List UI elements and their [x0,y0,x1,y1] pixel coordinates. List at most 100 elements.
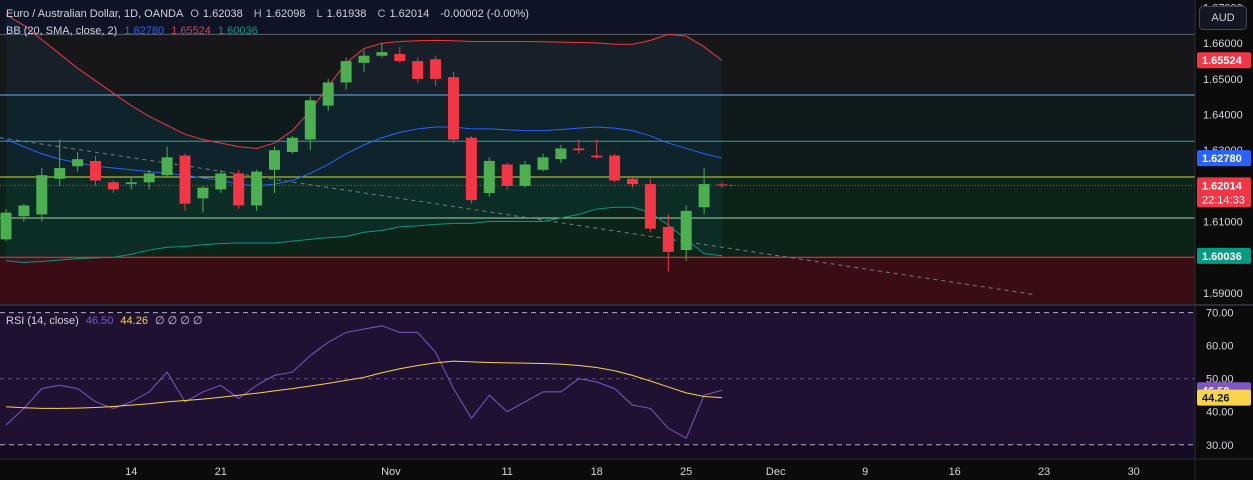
symbol-legend[interactable]: Euro / Australian Dollar, 1D, OANDA O 1.6… [6,8,533,20]
candle-body [143,173,155,183]
candle-body [483,160,495,194]
high-value: H 1.62098 [254,8,310,20]
current-price-text: 1.62014 [1202,180,1243,192]
bb-upper-value: 1.65524 [171,25,211,37]
time-tick-label: 18 [591,466,603,478]
time-tick-label: 16 [949,466,961,478]
rsi-ma-badge-text: 44.26 [1202,393,1230,405]
price-tick-label: 1.59000 [1203,288,1243,300]
bollinger-bands [5,14,723,264]
candle-body [430,59,442,79]
candle-body [286,137,298,152]
bb-basis-badge-text: 1.62780 [1202,153,1242,165]
bb-basis-badge [1197,150,1251,167]
bb-lower-badge-text: 1.60036 [1202,251,1242,263]
bb-legend[interactable]: BB (20, SMA, close, 2) 1.62780 1.65524 1… [6,25,262,37]
upper-zone [0,34,1195,95]
rsi-legend[interactable]: RSI (14, close) 46.50 44.26 ∅ ∅ ∅ ∅ [6,314,207,327]
rsi-tick-label: 40.00 [1206,407,1234,419]
rsi-ma-value: 44.26 [120,315,148,327]
candle-body [394,53,406,62]
candle-body [161,157,173,176]
candle-body [179,155,191,204]
rsi-band-fill [0,312,1195,445]
rsi-value: 46.50 [85,315,114,327]
candle-body [627,178,638,185]
candle-body [662,226,674,252]
bb-upper-badge [1197,52,1251,69]
low-label: L [316,8,323,20]
candle-body [358,55,370,63]
candle-body [519,164,531,186]
candle-body [573,148,585,151]
candle-body [36,175,48,215]
candlestick-series [0,43,728,272]
price-tick-label: 1.64000 [1203,110,1243,122]
candle-body [90,160,101,181]
candle-body [269,150,280,170]
rsi-label: RSI (14, close) [6,315,79,327]
bb-lower-value: 1.60036 [217,25,258,37]
rsi-ma-badge [1197,389,1251,406]
rsi-extra-values: ∅ ∅ ∅ ∅ [155,315,203,327]
price-tick-label: 1.61000 [1203,217,1243,229]
candle-body [0,212,12,240]
candle-body [698,184,710,208]
time-tick-label: 30 [1128,466,1140,478]
time-tick-label: 21 [215,466,227,478]
time-tick-label: Nov [381,466,401,478]
candle-body [376,52,388,56]
rsi-indicator [0,312,1195,446]
candle-body [340,61,352,83]
candle-body [591,155,603,158]
currency-button[interactable]: AUD [1199,6,1247,30]
bb-lower-line [5,206,723,264]
low-number: 1.61938 [326,8,367,20]
rsi-line [5,325,723,439]
bb-basis-value: 1.62780 [124,25,165,37]
candle-body [609,155,621,181]
candle-body [680,210,692,251]
open-number: 1.62038 [202,8,243,20]
candle-body [322,82,334,106]
candle-body [412,61,424,79]
current-price-badge [1197,177,1251,208]
candle-body [54,168,66,179]
low-value: L 1.61938 [317,8,371,20]
time-tick-label: Dec [766,466,786,478]
time-tick-label: 25 [680,466,692,478]
horizontal-lines [0,33,1195,296]
candle-body [448,77,459,140]
rsi-ma-line [5,360,723,409]
candle-body [18,205,30,217]
candle-body [465,137,477,201]
price-tick-label: 1.65000 [1203,74,1243,86]
candle-body [107,182,119,190]
trend-line [0,137,1036,296]
mid-zone [0,94,1195,177]
candle-body [125,182,137,185]
time-tick-label: 23 [1038,466,1050,478]
candle-body [501,164,513,186]
bb-lower-badge [1197,247,1251,264]
candle-body [304,100,316,140]
candle-body [197,187,209,199]
time-tick-label: 14 [125,466,137,478]
bb-upper-badge-text: 1.65524 [1202,55,1243,67]
time-tick-label: 9 [862,466,868,478]
candle-body [644,184,656,229]
candle-body [251,171,263,206]
close-value: C 1.62014 [377,8,433,20]
open-value: O 1.62038 [190,8,246,20]
bb-basis-line [5,126,723,187]
candle-body [215,173,227,190]
time-tick-label: 11 [501,466,512,478]
countdown-text: 22:14:33 [1202,194,1245,206]
zone-layer [0,0,1195,304]
red-zone [0,257,1195,304]
close-label: C [377,8,386,20]
candle-body [537,157,549,170]
rsi-tick-label: 70.00 [1206,308,1234,320]
